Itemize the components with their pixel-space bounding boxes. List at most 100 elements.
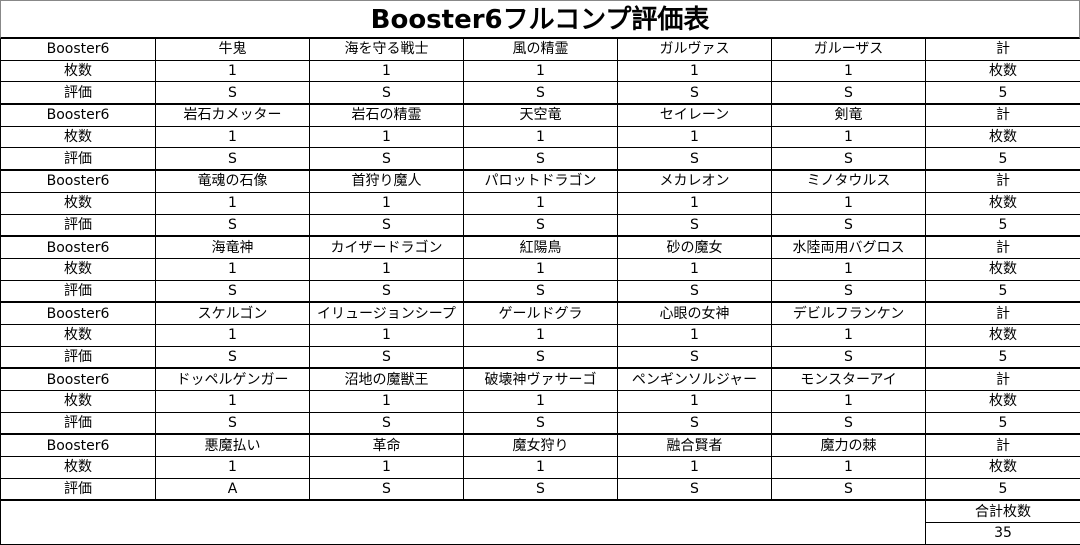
booster-label-cell[interactable]: Booster6 [1,39,156,60]
rating-cell[interactable]: S [464,346,618,368]
count-cell[interactable]: 1 [772,258,926,280]
card-name-cell[interactable]: ガルヴァス [618,39,772,60]
rating-cell[interactable]: S [156,412,310,434]
rating-cell[interactable]: A [156,478,310,500]
rating-cell[interactable]: S [618,214,772,236]
count-cell[interactable]: 1 [464,258,618,280]
total-label-cell[interactable]: 計 [926,104,1080,126]
card-name-cell[interactable]: 首狩り魔人 [310,170,464,192]
count-cell[interactable]: 1 [310,324,464,346]
rating-cell[interactable]: S [156,280,310,302]
rating-cell[interactable]: S [618,412,772,434]
rating-cell[interactable]: S [464,280,618,302]
count-cell[interactable]: 1 [156,60,310,82]
card-name-cell[interactable]: 海竜神 [156,236,310,258]
rating-cell[interactable]: S [772,214,926,236]
group-total-cell[interactable]: 5 [926,280,1080,302]
card-name-cell[interactable]: 紅陽鳥 [464,236,618,258]
group-total-cell[interactable]: 5 [926,346,1080,368]
count-label-cell[interactable]: 枚数 [1,192,156,214]
count-cell[interactable]: 1 [156,324,310,346]
card-name-cell[interactable]: 水陸両用バグロス [772,236,926,258]
card-name-cell[interactable]: ペンギンソルジャー [618,368,772,390]
total-count-label-cell[interactable]: 枚数 [926,457,1080,479]
total-count-label-cell[interactable]: 枚数 [926,324,1080,346]
rating-cell[interactable]: S [310,280,464,302]
rating-cell[interactable]: S [156,346,310,368]
count-cell[interactable]: 1 [310,60,464,82]
count-cell[interactable]: 1 [310,457,464,479]
count-cell[interactable]: 1 [464,324,618,346]
total-count-label-cell[interactable]: 枚数 [926,258,1080,280]
rating-cell[interactable]: S [772,280,926,302]
card-name-cell[interactable]: 心眼の女神 [618,302,772,324]
total-label-cell[interactable]: 計 [926,39,1080,60]
count-cell[interactable]: 1 [464,192,618,214]
rating-cell[interactable]: S [772,478,926,500]
total-count-label-cell[interactable]: 枚数 [926,192,1080,214]
rating-cell[interactable]: S [310,478,464,500]
card-name-cell[interactable]: ミノタウルス [772,170,926,192]
total-count-label-cell[interactable]: 枚数 [926,391,1080,413]
card-name-cell[interactable]: 剣竜 [772,104,926,126]
count-cell[interactable]: 1 [618,391,772,413]
group-total-cell[interactable]: 5 [926,82,1080,104]
rating-cell[interactable]: S [464,478,618,500]
total-label-cell[interactable]: 計 [926,236,1080,258]
card-name-cell[interactable]: モンスターアイ [772,368,926,390]
rating-cell[interactable]: S [310,346,464,368]
rating-cell[interactable]: S [618,82,772,104]
card-name-cell[interactable]: 魔力の棘 [772,434,926,456]
count-cell[interactable]: 1 [772,60,926,82]
count-label-cell[interactable]: 枚数 [1,391,156,413]
count-cell[interactable]: 1 [310,258,464,280]
rating-cell[interactable]: S [772,148,926,170]
group-total-cell[interactable]: 5 [926,412,1080,434]
count-label-cell[interactable]: 枚数 [1,457,156,479]
booster-label-cell[interactable]: Booster6 [1,170,156,192]
rating-label-cell[interactable]: 評価 [1,280,156,302]
card-name-cell[interactable]: 悪魔払い [156,434,310,456]
rating-cell[interactable]: S [618,148,772,170]
booster-label-cell[interactable]: Booster6 [1,368,156,390]
card-name-cell[interactable]: セイレーン [618,104,772,126]
rating-cell[interactable]: S [310,214,464,236]
card-name-cell[interactable]: スケルゴン [156,302,310,324]
rating-cell[interactable]: S [464,148,618,170]
count-cell[interactable]: 1 [464,391,618,413]
total-label-cell[interactable]: 計 [926,170,1080,192]
rating-cell[interactable]: S [156,214,310,236]
total-count-label-cell[interactable]: 枚数 [926,60,1080,82]
card-name-cell[interactable]: ドッペルゲンガー [156,368,310,390]
count-cell[interactable]: 1 [464,126,618,148]
count-label-cell[interactable]: 枚数 [1,324,156,346]
count-cell[interactable]: 1 [156,391,310,413]
rating-label-cell[interactable]: 評価 [1,412,156,434]
booster-label-cell[interactable]: Booster6 [1,236,156,258]
rating-cell[interactable]: S [310,82,464,104]
count-cell[interactable]: 1 [618,258,772,280]
count-cell[interactable]: 1 [310,391,464,413]
total-count-label-cell[interactable]: 枚数 [926,126,1080,148]
card-name-cell[interactable]: 竜魂の石像 [156,170,310,192]
count-cell[interactable]: 1 [310,126,464,148]
count-cell[interactable]: 1 [618,324,772,346]
rating-cell[interactable]: S [310,412,464,434]
booster-label-cell[interactable]: Booster6 [1,434,156,456]
grand-total-label-cell[interactable]: 合計枚数 [926,500,1080,522]
grand-total-cell[interactable]: 35 [926,523,1080,545]
count-cell[interactable]: 1 [156,126,310,148]
card-name-cell[interactable]: 破壊神ヴァサーゴ [464,368,618,390]
card-name-cell[interactable]: 砂の魔女 [618,236,772,258]
rating-cell[interactable]: S [464,82,618,104]
count-label-cell[interactable]: 枚数 [1,258,156,280]
group-total-cell[interactable]: 5 [926,214,1080,236]
card-name-cell[interactable]: ゲールドグラ [464,302,618,324]
card-name-cell[interactable]: 牛鬼 [156,39,310,60]
booster-label-cell[interactable]: Booster6 [1,302,156,324]
card-name-cell[interactable]: 沼地の魔獣王 [310,368,464,390]
rating-label-cell[interactable]: 評価 [1,478,156,500]
card-name-cell[interactable]: デビルフランケン [772,302,926,324]
count-cell[interactable]: 1 [772,391,926,413]
rating-cell[interactable]: S [310,148,464,170]
